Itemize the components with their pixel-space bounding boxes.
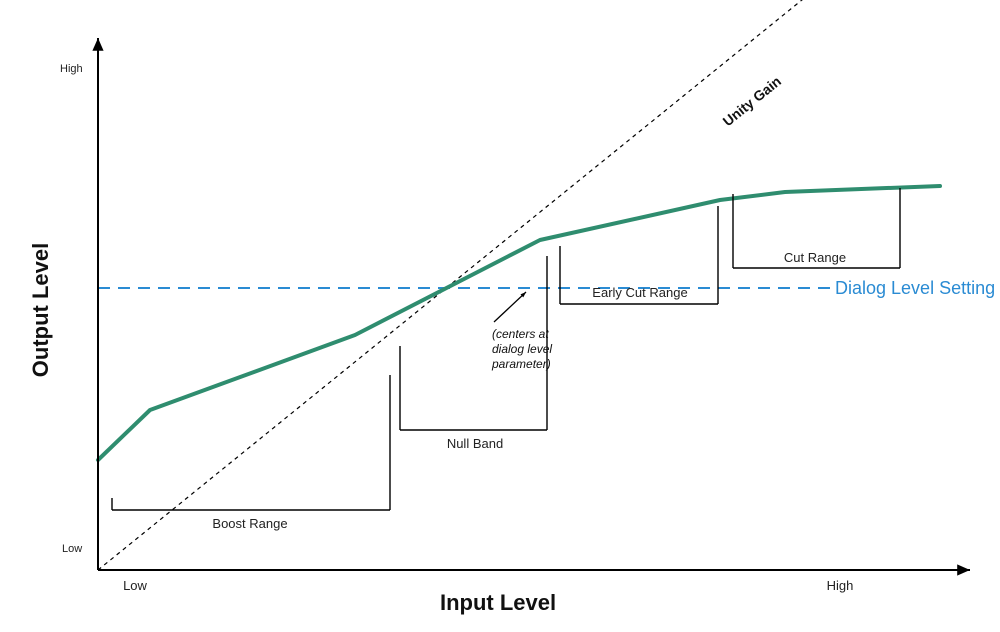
x-low-label: Low xyxy=(123,578,147,593)
x-high-label: High xyxy=(827,578,854,593)
x-axis-label: Input Level xyxy=(440,590,556,615)
note-line: (centers at xyxy=(492,327,549,341)
y-high-label: High xyxy=(60,63,83,75)
early-cut-range-label: Early Cut Range xyxy=(592,285,687,300)
dialog-level-label: Dialog Level Setting xyxy=(835,278,995,298)
boost-range-label: Boost Range xyxy=(212,516,287,531)
note-line: dialog level xyxy=(492,342,552,356)
null-band-label: Null Band xyxy=(447,436,503,451)
drc-chart: Boost Range Null Band Early Cut Range Cut R… xyxy=(0,0,1000,632)
note-line: parameter) xyxy=(491,357,551,371)
cut-range-label: Cut Range xyxy=(784,250,846,265)
y-axis-label: Output Level xyxy=(28,243,53,377)
y-low-label: Low xyxy=(62,543,82,555)
